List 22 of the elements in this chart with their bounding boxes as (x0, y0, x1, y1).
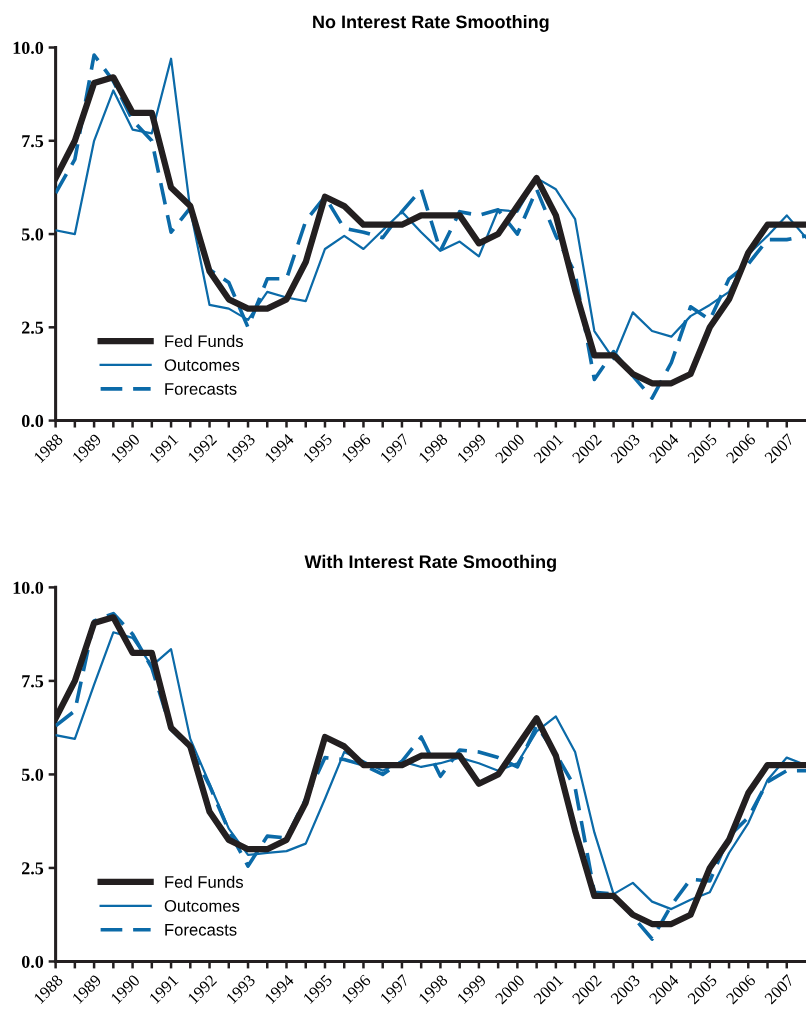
legend-label: Outcomes (164, 359, 240, 371)
x-tick-label: 2001 (533, 433, 564, 464)
y-tick-label: 7.5 (22, 135, 44, 148)
y-tick-label: 0.0 (21, 955, 44, 968)
y-tick-label: 0.0 (21, 414, 44, 428)
y-tick-label: 10.0 (13, 41, 44, 55)
legend-label: Forecasts (165, 383, 237, 395)
x-tick-label: 1991 (148, 974, 179, 1005)
legend-label: Fed Funds (165, 334, 244, 348)
y-tick-label: 2.5 (22, 862, 44, 875)
chart-title: With Interest Rate Smoothing (304, 554, 556, 572)
x-tick-label: 2001 (533, 974, 564, 1005)
chart-title: No Interest Rate Smoothing (313, 14, 549, 32)
legend-label: Fed Funds (165, 875, 244, 888)
legend-label: Outcomes (164, 900, 240, 912)
y-tick-label: 5.0 (21, 228, 44, 241)
y-tick-label: 2.5 (22, 321, 44, 334)
y-tick-label: 7.5 (22, 675, 44, 688)
legend-label: Forecasts (165, 924, 237, 936)
y-tick-label: 10.0 (13, 581, 44, 594)
y-tick-label: 5.0 (21, 768, 44, 781)
x-tick-label: 1991 (148, 433, 179, 464)
